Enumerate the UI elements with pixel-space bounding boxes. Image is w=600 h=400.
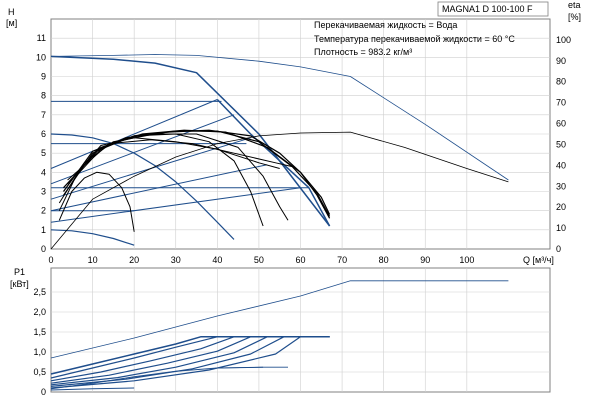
head-curve-7 [50, 187, 301, 223]
flow-tick-label: 0 [48, 255, 53, 265]
eta-tick-label: 40 [556, 160, 566, 170]
head-curve-1 [50, 133, 235, 240]
eta-tick-label: 80 [556, 77, 566, 87]
eta-tick-label: 70 [556, 98, 566, 108]
eta-tick-label: 10 [556, 223, 566, 233]
flow-tick-label: 60 [295, 255, 305, 265]
power-tick-label: 1,5 [33, 327, 46, 337]
power-tick-label: 2,5 [33, 287, 46, 297]
eta-axis-label-unit: [%] [568, 12, 581, 22]
eta-tick-label: 0 [556, 244, 561, 254]
head-tick-label: 6 [41, 129, 46, 139]
head-chart-series [50, 54, 509, 250]
head-curve-16 [58, 133, 264, 227]
head-tick-label: 1 [41, 225, 46, 235]
power-axis-label-name: P1 [14, 267, 25, 277]
head-chart-grid [51, 19, 550, 249]
head-tick-label: 0 [41, 244, 46, 254]
eta-axis-label-name: eta [568, 0, 581, 10]
head-tick-label: 10 [36, 52, 46, 62]
head-curve-4 [50, 114, 235, 185]
eta-tick-label: 100 [556, 35, 571, 45]
info-line-temperature: Температура перекачиваемой жидкости = 60… [314, 34, 515, 44]
power-axis-label-unit: [кВт] [10, 279, 29, 289]
power-curve-7 [50, 336, 330, 389]
power-tick-label: 0,5 [33, 367, 46, 377]
flow-axis-label: Q [м³/ч] [523, 255, 554, 265]
head-curve-15 [58, 171, 135, 232]
model-label-box [437, 1, 549, 17]
head-curve-22 [67, 139, 293, 181]
power-tick-label: 1,0 [33, 347, 46, 357]
power-chart-grid [51, 268, 550, 392]
flow-tick-label: 40 [212, 255, 222, 265]
head-tick-label: 3 [41, 187, 46, 197]
head-curve-17 [58, 133, 289, 221]
head-curve-21 [67, 137, 280, 185]
head-tick-label: 7 [41, 110, 46, 120]
head-axis-label-unit: [м] [6, 18, 17, 28]
flow-tick-label: 80 [379, 255, 389, 265]
flow-tick-label: 70 [337, 255, 347, 265]
head-curve-14 [50, 131, 509, 250]
head-tick-label: 4 [41, 167, 46, 177]
head-axis-label-name: H [8, 7, 15, 17]
eta-tick-label: 20 [556, 202, 566, 212]
flow-x-axis-ticks: 0 10 20 30 40 50 60 70 80 90 100 [48, 255, 474, 265]
power-curve-5 [50, 336, 330, 386]
flow-tick-label: 50 [254, 255, 264, 265]
power-y-axis-ticks: 0 0,5 1,0 1,5 2,0 2,5 [33, 287, 46, 397]
head-tick-label: 2 [41, 206, 46, 216]
flow-tick-label: 10 [88, 255, 98, 265]
head-tick-label: 8 [41, 91, 46, 101]
head-y-axis-ticks: 0 1 2 3 4 5 6 7 8 9 10 11 [36, 33, 46, 254]
flow-tick-label: 100 [459, 255, 474, 265]
power-curve-4 [50, 336, 330, 384]
power-tick-label: 0 [41, 387, 46, 397]
eta-tick-label: 60 [556, 119, 566, 129]
info-line-fluid: Перекачиваемая жидкость = Вода [314, 20, 457, 30]
head-curve-3 [50, 99, 218, 169]
head-tick-label: 9 [41, 72, 46, 82]
power-curve-9 [50, 387, 135, 391]
model-label: MAGNA1 D 100-100 F [442, 4, 533, 14]
head-curve-2 [50, 229, 135, 246]
power-tick-label: 2,0 [33, 307, 46, 317]
power-chart-series [50, 280, 509, 391]
eta-tick-label: 90 [556, 56, 566, 66]
head-tick-label: 5 [41, 148, 46, 158]
efficiency-y-axis-ticks: 0 10 20 30 40 50 60 70 80 90 100 [556, 35, 571, 254]
flow-tick-label: 20 [129, 255, 139, 265]
head-curve-13 [50, 54, 509, 181]
eta-tick-label: 30 [556, 181, 566, 191]
eta-tick-label: 50 [556, 139, 566, 149]
info-line-density: Плотность = 983.2 кг/м³ [314, 47, 412, 57]
power-curve-10 [217, 366, 288, 369]
power-curve-0 [50, 280, 509, 359]
flow-tick-label: 90 [420, 255, 430, 265]
flow-tick-label: 30 [171, 255, 181, 265]
head-tick-label: 11 [37, 33, 46, 43]
